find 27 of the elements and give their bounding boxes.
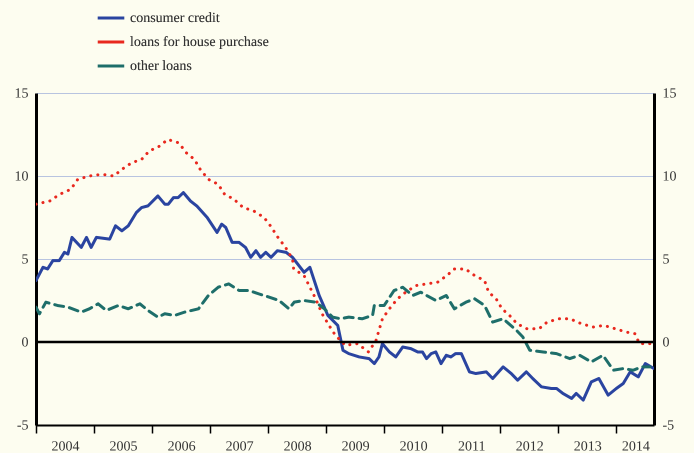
legend-label: consumer credit xyxy=(130,11,220,26)
y-tick-label: 5 xyxy=(22,252,28,268)
y2-tick-label: 0 xyxy=(662,336,670,350)
line-series xyxy=(36,138,652,354)
legend-label: other loans xyxy=(130,59,192,74)
y2-tick-label: 10 xyxy=(662,170,676,184)
x-tick-label: 2010 xyxy=(400,440,428,453)
x-tick-label: 2013 xyxy=(574,440,602,453)
legend-label: loans for house purchase xyxy=(130,35,269,50)
y-tick-label: 0 xyxy=(22,336,28,350)
x-tick-label: 2014 xyxy=(622,440,650,453)
x-tick-label: 2011 xyxy=(458,440,486,453)
y-tick-label: 10 xyxy=(14,170,28,184)
y-tick-label: -5 xyxy=(16,418,28,434)
x-tick-label: 2012 xyxy=(516,440,544,453)
x-tick-label: 2007 xyxy=(226,440,254,453)
x-tick-label: 2006 xyxy=(168,440,196,453)
line-series xyxy=(36,282,652,372)
y-tick-label: 15 xyxy=(14,86,28,102)
y2-tick-label: 15 xyxy=(662,86,676,102)
x-tick-label: 2004 xyxy=(52,440,80,453)
x-tick-label: 2005 xyxy=(110,440,138,453)
y2-tick-label: 5 xyxy=(662,252,670,268)
y2-tick-label: -5 xyxy=(662,418,674,434)
line-series xyxy=(36,191,654,402)
x-tick-label: 2009 xyxy=(342,440,370,453)
x-tick-label: 2008 xyxy=(284,440,312,453)
